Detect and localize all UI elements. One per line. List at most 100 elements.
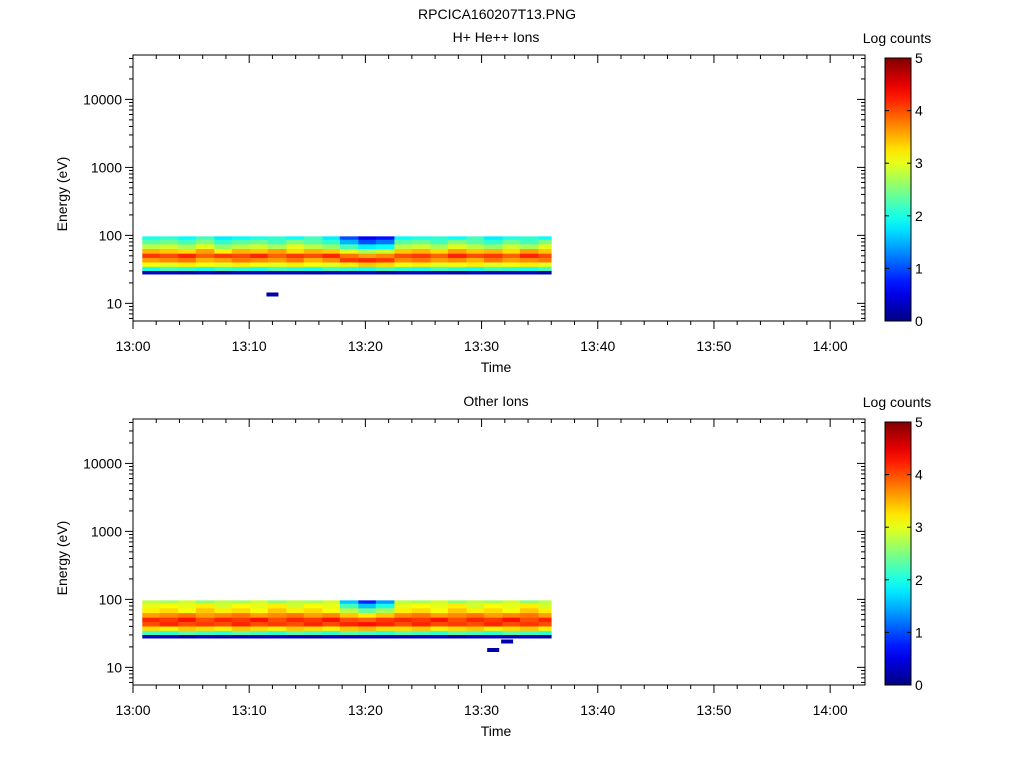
heatmap-cell xyxy=(430,634,449,639)
heatmap-cell xyxy=(286,244,305,250)
heatmap-cell xyxy=(339,253,359,259)
colorbar-label: Log counts xyxy=(863,394,932,410)
heatmap-cell xyxy=(303,266,323,272)
heatmap-cell xyxy=(231,600,251,605)
heatmap-cell xyxy=(519,626,539,632)
heatmap-cell xyxy=(214,270,233,275)
heatmap-cell xyxy=(214,613,233,618)
heatmap-cell xyxy=(322,622,341,627)
heatmap-cell xyxy=(267,262,287,268)
x-axis-label: Time xyxy=(481,359,512,375)
heatmap-cell xyxy=(483,613,503,618)
heatmap-cell xyxy=(375,613,395,618)
heatmap-cell xyxy=(250,626,269,632)
heatmap-cell xyxy=(411,270,431,275)
x-axis-ticks xyxy=(132,419,854,693)
heatmap-cell xyxy=(394,262,413,268)
heatmap-cell xyxy=(502,613,521,618)
heatmap-cell xyxy=(267,603,287,609)
heatmap-cell xyxy=(178,603,197,609)
heatmap-cell xyxy=(447,244,467,250)
heatmap-cell xyxy=(142,249,161,254)
heatmap-cell xyxy=(267,622,287,627)
heatmap-cell xyxy=(466,253,485,259)
heatmap-cell xyxy=(466,634,485,639)
colorbar-tick-label: 5 xyxy=(915,50,923,66)
heatmap-cell xyxy=(411,249,431,254)
heatmap-cell xyxy=(538,622,552,627)
heatmap-cell xyxy=(358,249,377,254)
heatmap-cell xyxy=(466,244,485,250)
heatmap-cell xyxy=(303,617,323,623)
y-tick-label: 10 xyxy=(106,295,122,311)
heatmap-cell xyxy=(339,270,359,275)
heatmap-cell xyxy=(214,603,233,609)
heatmap-cell xyxy=(538,239,552,245)
heatmap-cell xyxy=(322,600,341,605)
heatmap-cell xyxy=(286,603,305,609)
heatmap-cell xyxy=(358,634,377,639)
heatmap-cell xyxy=(250,630,269,636)
heatmap-cell xyxy=(303,613,323,618)
heatmap-cell xyxy=(538,266,552,272)
heatmap-cell xyxy=(142,266,161,272)
y-tick-label: 1000 xyxy=(91,523,122,539)
heatmap-cell xyxy=(303,236,323,241)
heatmap-cell xyxy=(142,258,161,263)
heatmap-cell xyxy=(466,239,485,245)
heatmap-cell xyxy=(214,600,233,605)
heatmap-cell xyxy=(502,603,521,609)
heatmap-cell xyxy=(466,266,485,272)
heatmap-cell xyxy=(267,244,287,250)
heatmap-cell xyxy=(466,270,485,275)
heatmap-cell xyxy=(394,249,413,254)
heatmap-cell xyxy=(538,603,552,609)
heatmap-cell xyxy=(538,617,552,623)
heatmap-cell xyxy=(286,622,305,627)
heatmap-cell xyxy=(322,626,341,632)
heatmap-cell xyxy=(231,617,251,623)
y-tick-label: 1000 xyxy=(91,159,122,175)
heatmap-cell xyxy=(178,253,197,259)
heatmap-cell xyxy=(411,622,431,627)
heatmap-cell xyxy=(375,603,395,609)
heatmap-cell xyxy=(267,617,287,623)
heatmap-cell xyxy=(447,249,467,254)
heatmap-cell xyxy=(502,600,521,605)
heatmap-cell xyxy=(339,617,359,623)
heatmap-cell xyxy=(483,236,503,241)
heatmap-cell xyxy=(195,236,215,241)
heatmap-cell xyxy=(411,600,431,605)
heatmap-cell xyxy=(286,258,305,263)
heatmap-cell xyxy=(394,608,413,614)
heatmap-cell xyxy=(358,630,377,636)
y-tick-label: 10000 xyxy=(83,91,122,107)
heatmap-cell xyxy=(358,239,377,245)
heatmap-cell xyxy=(447,262,467,268)
heatmap-cell xyxy=(286,613,305,618)
y-tick-label: 100 xyxy=(99,227,123,243)
heatmap-cell xyxy=(339,622,359,627)
heatmap-cell xyxy=(214,239,233,245)
heatmap-cell xyxy=(267,236,287,241)
heatmap-cell xyxy=(267,253,287,259)
heatmap-cell xyxy=(339,634,359,639)
heatmap-cell xyxy=(195,244,215,250)
heatmap-cell xyxy=(159,608,179,614)
x-tick-label: 13:00 xyxy=(115,702,150,718)
y-tick-label: 10000 xyxy=(83,455,122,471)
heatmap-cell xyxy=(142,626,161,632)
heatmap-cell xyxy=(286,634,305,639)
heatmap-cell xyxy=(159,236,179,241)
heatmap-cell xyxy=(250,262,269,268)
x-tick-label: 13:00 xyxy=(115,338,150,354)
heatmap-cell xyxy=(483,603,503,609)
heatmap-cell xyxy=(195,249,215,254)
x-tick-label: 13:20 xyxy=(348,338,383,354)
heatmap-cell xyxy=(286,608,305,614)
heatmap-cell xyxy=(502,630,521,636)
heatmap-cell xyxy=(411,258,431,263)
heatmap-cell xyxy=(375,634,395,639)
